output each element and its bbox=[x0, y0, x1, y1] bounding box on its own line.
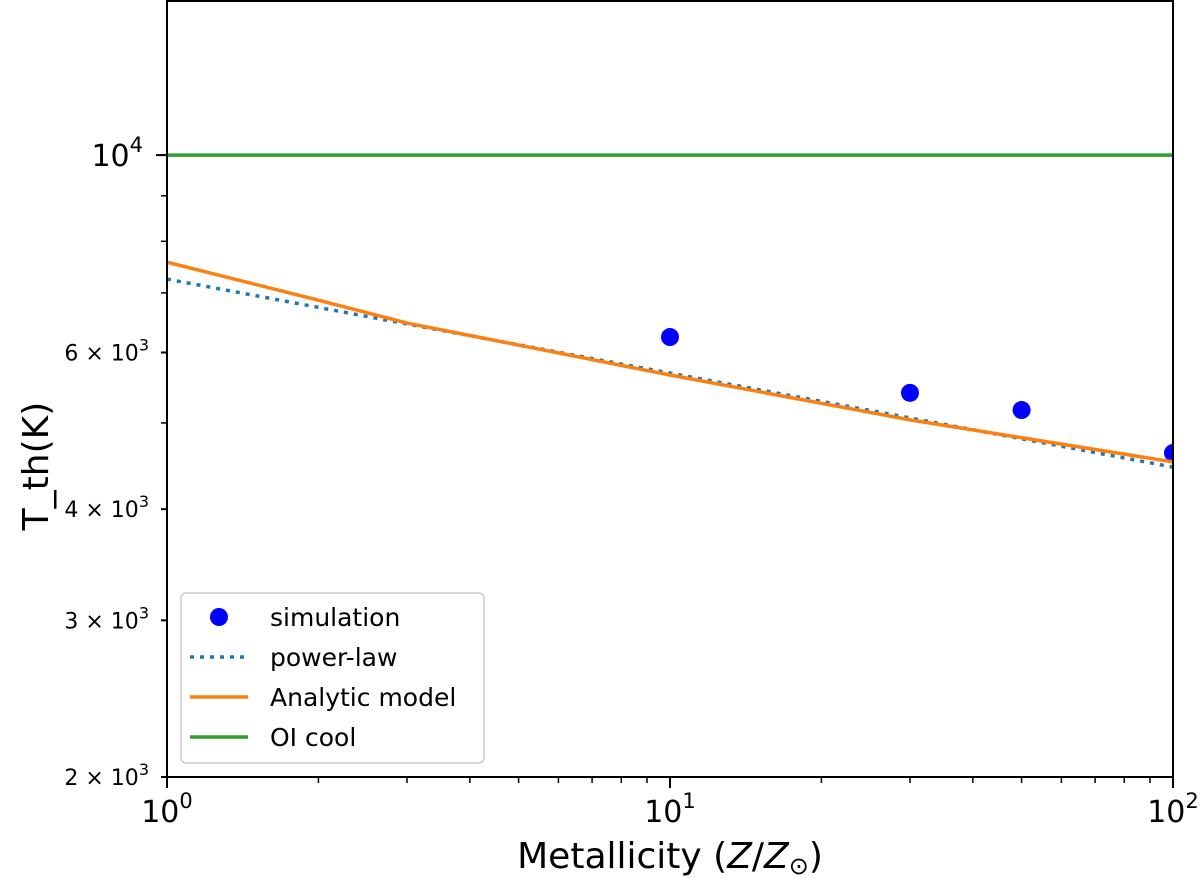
axes: 100 101 102 104 6 × 103 4 × 103 3 × 103 2 × 103 bbox=[64, 0, 1199, 830]
legend-label-power-law: power-law bbox=[270, 643, 397, 672]
legend-label-oi-cool: OI cool bbox=[270, 723, 356, 752]
point-simulation bbox=[1164, 444, 1173, 463]
y-tick-label: 2 × 103 bbox=[64, 760, 149, 791]
point-simulation bbox=[1012, 401, 1031, 420]
series-group bbox=[167, 153, 1173, 469]
y-axis-label: T_th(K) bbox=[16, 402, 57, 532]
line-analytic-model bbox=[167, 260, 1173, 464]
legend-box bbox=[180, 592, 485, 764]
legend: simulation power-law Analytic model OI cool bbox=[180, 592, 485, 764]
point-simulation bbox=[900, 383, 919, 402]
y-tick-label: 3 × 103 bbox=[64, 603, 149, 634]
x-tick-label: 102 bbox=[1147, 789, 1199, 830]
y-tick-label: 4 × 103 bbox=[64, 492, 149, 523]
x-tick-label: 101 bbox=[644, 789, 696, 830]
x-tick-label: 100 bbox=[141, 789, 193, 830]
x-axis-label: Metallicity (Z/Z⊙) bbox=[517, 836, 823, 878]
legend-label-analytic-model: Analytic model bbox=[270, 683, 456, 712]
legend-marker-simulation bbox=[210, 608, 228, 626]
point-simulation bbox=[661, 328, 679, 347]
y-tick-label: 104 bbox=[91, 133, 143, 174]
plot-area bbox=[167, 153, 1173, 469]
legend-label-simulation: simulation bbox=[270, 603, 400, 632]
y-tick-label: 6 × 103 bbox=[64, 335, 149, 366]
